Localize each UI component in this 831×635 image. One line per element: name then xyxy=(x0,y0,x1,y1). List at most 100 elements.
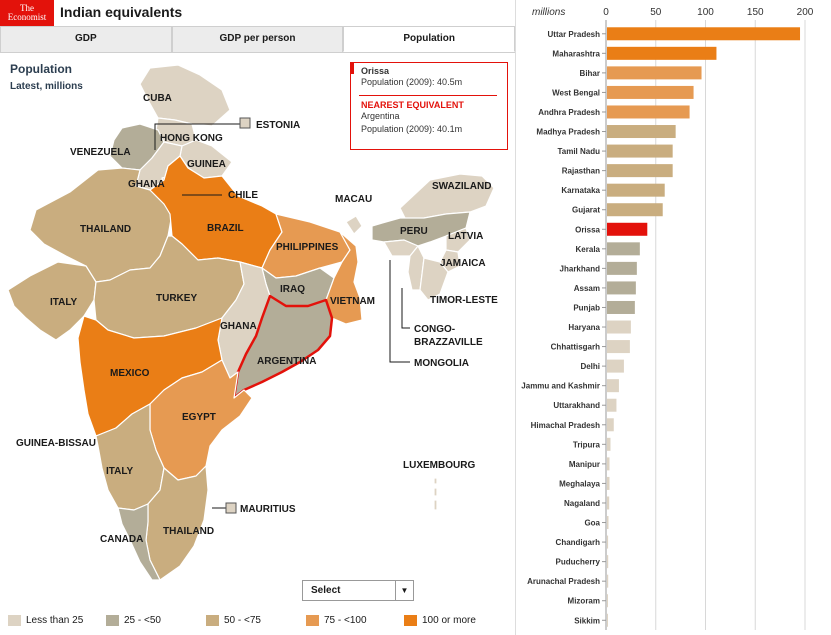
category-label[interactable]: Karnataka xyxy=(561,186,600,195)
label-ghana-2: GHANA xyxy=(220,321,257,332)
category-label[interactable]: Andhra Pradesh xyxy=(538,108,600,117)
category-label[interactable]: Tamil Nadu xyxy=(557,147,600,156)
bar-puducherry[interactable] xyxy=(607,555,609,569)
tab-gdp-per-person[interactable]: GDP per person xyxy=(171,26,344,52)
legend-item-75-100: 75 - <100 xyxy=(306,615,367,626)
chevron-down-icon[interactable]: ▼ xyxy=(395,581,413,600)
tab-gdp[interactable]: GDP xyxy=(0,26,172,52)
region-mizoram[interactable] xyxy=(419,257,449,301)
label-egypt: EGYPT xyxy=(182,412,216,423)
category-label[interactable]: Bihar xyxy=(580,69,600,78)
bar-jharkhand[interactable] xyxy=(607,261,637,275)
category-label[interactable]: Haryana xyxy=(568,323,600,332)
bar-himachal-pradesh[interactable] xyxy=(607,418,614,432)
bar-madhya-pradesh[interactable] xyxy=(607,125,676,139)
category-label[interactable]: Maharashtra xyxy=(552,49,600,58)
label-luxembourg: LUXEMBOURG xyxy=(403,460,475,471)
region-manipur[interactable] xyxy=(439,249,461,273)
category-label[interactable]: Orissa xyxy=(575,225,600,234)
bar-tripura[interactable] xyxy=(607,437,611,451)
bar-andhra-pradesh[interactable] xyxy=(607,105,690,119)
bar-maharashtra[interactable] xyxy=(607,46,717,60)
bar-manipur[interactable] xyxy=(607,457,610,471)
bar-karnataka[interactable] xyxy=(607,183,665,197)
category-label[interactable]: Uttar Pradesh xyxy=(548,30,601,39)
region-andaman-nicobar-3[interactable] xyxy=(433,499,438,511)
category-label[interactable]: Puducherry xyxy=(556,558,601,567)
category-label[interactable]: Manipur xyxy=(569,460,600,469)
bar-meghalaya[interactable] xyxy=(607,476,610,490)
bar-nagaland[interactable] xyxy=(607,496,610,510)
tab-bar: GDP GDP per person Population xyxy=(0,26,516,53)
category-label[interactable]: Punjab xyxy=(573,303,600,312)
region-kerala[interactable] xyxy=(117,503,161,581)
region-orissa[interactable] xyxy=(232,294,334,400)
category-label[interactable]: Uttarakhand xyxy=(553,401,600,410)
region-jammu-kashmir[interactable] xyxy=(139,64,231,127)
category-label[interactable]: Goa xyxy=(584,519,600,528)
category-label[interactable]: Nagaland xyxy=(564,499,600,508)
bar-delhi[interactable] xyxy=(607,359,624,373)
region-nagaland[interactable] xyxy=(445,227,471,253)
header: The Economist Indian equivalents xyxy=(0,0,515,26)
region-andaman-nicobar[interactable] xyxy=(433,477,438,485)
label-mauritius: MAURITIUS xyxy=(240,504,296,515)
info-state-name: Orissa xyxy=(361,66,390,76)
category-label[interactable]: Rajasthan xyxy=(562,167,600,176)
bar-gujarat[interactable] xyxy=(607,203,663,217)
map-subtitle: Latest, millions xyxy=(10,81,83,92)
bar-orissa[interactable] xyxy=(607,222,648,236)
marker-estonia xyxy=(239,117,251,129)
legend-swatch xyxy=(404,615,417,626)
category-label[interactable]: Himachal Pradesh xyxy=(531,421,600,430)
bar-bihar[interactable] xyxy=(607,66,702,80)
tab-population[interactable]: Population xyxy=(343,26,516,52)
bar-haryana[interactable] xyxy=(607,320,631,334)
bar-mizoram[interactable] xyxy=(607,594,608,608)
category-label[interactable]: Sikkim xyxy=(574,616,600,625)
bar-chhattisgarh[interactable] xyxy=(607,340,630,354)
bar-kerala[interactable] xyxy=(607,242,640,256)
logo-line-1: The xyxy=(20,3,34,13)
bar-sikkim[interactable] xyxy=(607,613,608,627)
label-macau: MACAU xyxy=(335,194,372,205)
bar-arunachal-pradesh[interactable] xyxy=(607,574,609,588)
bar-punjab[interactable] xyxy=(607,300,635,314)
label-mongolia: MONGOLIA xyxy=(414,358,469,369)
info-country-population: Population (2009): 40.1m xyxy=(361,124,463,134)
category-label[interactable]: Gujarat xyxy=(572,206,600,215)
category-label[interactable]: Jammu and Kashmir xyxy=(521,382,600,391)
category-label[interactable]: Assam xyxy=(574,284,600,293)
bar-tamil-nadu[interactable] xyxy=(607,144,673,158)
category-label[interactable]: Chandigarh xyxy=(556,538,601,547)
label-latvia: LATVIA xyxy=(448,231,483,242)
economist-logo[interactable]: The Economist xyxy=(0,0,54,26)
x-tick-label: 200 xyxy=(797,7,814,18)
label-vietnam: VIETNAM xyxy=(330,296,375,307)
bar-assam[interactable] xyxy=(607,281,636,295)
bar-uttar-pradesh[interactable] xyxy=(607,27,801,41)
category-label[interactable]: Meghalaya xyxy=(559,479,600,488)
bar-jammu-and-kashmir[interactable] xyxy=(607,379,619,393)
bar-chandigarh[interactable] xyxy=(607,535,609,549)
bar-uttarakhand[interactable] xyxy=(607,398,617,412)
state-select[interactable]: Select ▼ xyxy=(302,580,414,601)
label-venezuela: VENEZUELA xyxy=(70,147,131,158)
bar-west-bengal[interactable] xyxy=(607,85,694,99)
bar-rajasthan[interactable] xyxy=(607,164,673,178)
legend-item-100-or-more: 100 or more xyxy=(404,615,476,626)
category-label[interactable]: Delhi xyxy=(580,362,600,371)
category-label[interactable]: Arunachal Pradesh xyxy=(527,577,600,586)
region-andaman-nicobar-2[interactable] xyxy=(433,487,438,497)
label-argentina: ARGENTINA xyxy=(257,356,316,367)
region-west-bengal[interactable] xyxy=(325,231,363,325)
category-label[interactable]: Kerala xyxy=(576,245,601,254)
category-label[interactable]: Madhya Pradesh xyxy=(536,128,600,137)
category-label[interactable]: Chhattisgarh xyxy=(551,343,600,352)
region-sikkim[interactable] xyxy=(345,215,363,235)
category-label[interactable]: Tripura xyxy=(573,440,601,449)
bar-goa[interactable] xyxy=(607,516,609,530)
category-label[interactable]: West Bengal xyxy=(552,88,600,97)
category-label[interactable]: Jharkhand xyxy=(560,264,601,273)
category-label[interactable]: Mizoram xyxy=(568,597,600,606)
